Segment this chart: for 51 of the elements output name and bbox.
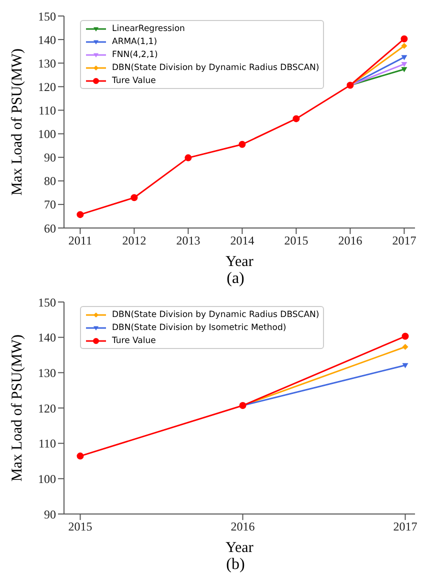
y-tick-label: 140 (38, 330, 56, 345)
point (184, 154, 192, 162)
y-axis-title: Max Load of PSU(MW) (9, 48, 26, 196)
y-tick-label: 130 (38, 56, 56, 70)
legend-label: Ture Value (112, 336, 156, 346)
y-tick-label: 110 (38, 103, 56, 118)
legend-label: DBN(State Division by Isometric Method) (112, 322, 286, 332)
y-tick-label: 60 (44, 221, 56, 236)
x-tick-label: 2011 (68, 234, 92, 248)
x-axis-title: Year (226, 254, 254, 270)
y-tick-label: 150 (38, 9, 56, 24)
y-tick-label: 120 (38, 401, 56, 416)
x-tick-label: 2016 (338, 234, 362, 248)
y-tick-label: 80 (44, 174, 56, 188)
legend-label: DBN(State Division by Dynamic Radius DBSCAN) (112, 310, 320, 320)
point (402, 332, 409, 340)
y-tick-label: 140 (38, 32, 56, 47)
y-tick-label: 150 (38, 295, 56, 310)
point (76, 452, 84, 460)
x-axis-title: Year (226, 540, 254, 556)
point (130, 194, 138, 202)
legend-label: DBN(State Division by Dynamic Radius DBSCAN) (112, 62, 320, 72)
point (238, 140, 246, 148)
point (401, 42, 408, 49)
y-tick-label: 110 (38, 436, 56, 451)
y-tick-label: 120 (38, 80, 56, 94)
y-tick-label: 100 (38, 472, 56, 486)
y-tick-label: 90 (44, 507, 56, 522)
x-tick-label: 2016 (230, 520, 255, 534)
point (76, 211, 84, 218)
legend-label: ARMA(1,1) (112, 36, 158, 46)
legend-label: LinearRegression (112, 24, 185, 34)
y-tick-label: 70 (44, 198, 56, 212)
point (400, 35, 408, 42)
text: (a) (226, 270, 246, 288)
y-axis-title: Max Load of PSU(MW) (9, 334, 26, 482)
text: (b) (225, 556, 246, 574)
point (292, 115, 300, 122)
x-tick-label: 2014 (230, 234, 254, 248)
y-tick-label: 90 (44, 150, 56, 165)
x-tick-label: 2017 (393, 520, 418, 534)
x-tick-label: 2017 (392, 234, 416, 248)
x-tick-label: 2015 (284, 234, 308, 248)
x-tick-label: 2012 (122, 234, 146, 248)
x-tick-label: 2013 (176, 234, 200, 248)
point (402, 344, 408, 350)
legend-label: FNN(4,2,1) (112, 50, 158, 60)
legend-label: Ture Value (112, 76, 156, 86)
y-tick-label: 100 (38, 127, 56, 142)
y-tick-label: 130 (38, 366, 56, 380)
x-tick-label: 2015 (68, 520, 92, 534)
